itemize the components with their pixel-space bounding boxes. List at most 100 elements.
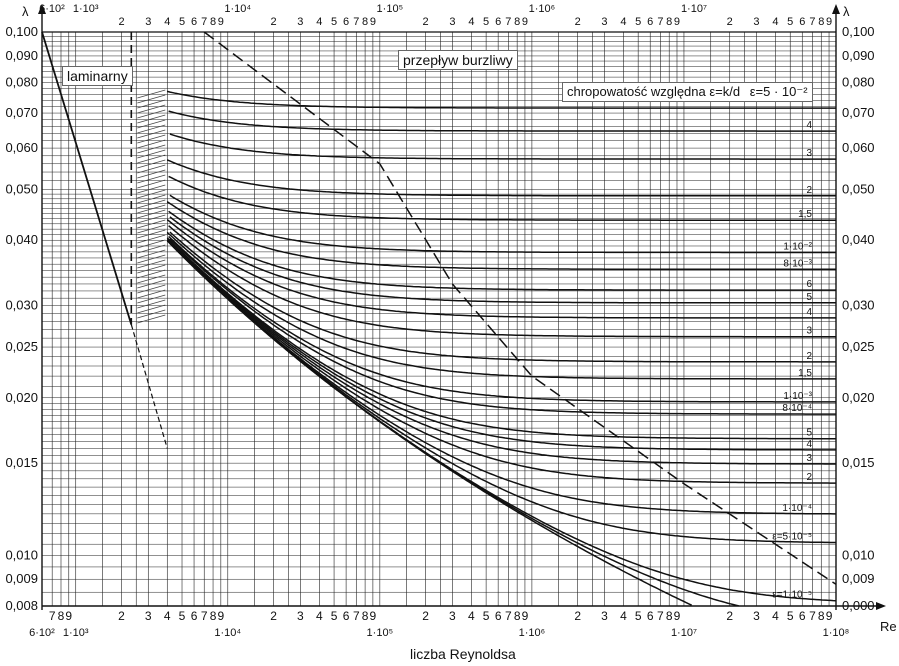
hatch-line [137, 104, 166, 114]
x-tick-label-top-minor: 6 [647, 16, 653, 28]
hatch-line [137, 124, 166, 134]
x-tick-label-top-minor: 5 [483, 16, 489, 28]
x-tick-label: 5 [179, 609, 186, 623]
x-tick-label-top-minor: 9 [674, 16, 680, 28]
x-tick-label: 7 [505, 609, 512, 623]
series-line [166, 237, 836, 440]
hatch-line [137, 274, 166, 284]
x-tick-label: 8 [210, 609, 217, 623]
hatch-line [137, 254, 166, 264]
series-line [169, 242, 693, 606]
x-tick-label-top-minor: 3 [753, 16, 759, 28]
x-tick-label: 6 [495, 609, 502, 623]
x-tick-label: 4 [316, 609, 323, 623]
x-tick-label-top-minor: 9 [522, 16, 528, 28]
series-label: 5 [806, 428, 812, 439]
series-label: 1,5 [798, 209, 812, 220]
hatch-line [137, 109, 166, 119]
series-line [169, 194, 836, 254]
y-tick-label-left: 0,050 [5, 182, 38, 197]
y-axis-arrow-right [832, 4, 840, 14]
x-tick-label-top-minor: 4 [772, 16, 778, 28]
hatch-line [137, 269, 166, 279]
x-tick-label-top-minor: 7 [201, 16, 207, 28]
y-tick-label-left: 0,080 [5, 75, 38, 90]
hatch-line [137, 304, 166, 314]
series-line [168, 110, 836, 132]
series-label: 3 [806, 453, 812, 464]
y-tick-label-left: 0,025 [5, 339, 38, 354]
x-tick-label: 6·10² [29, 627, 55, 639]
y-tick-label-right: 0,015 [842, 455, 875, 470]
x-tick-label-top: 1·10³ [73, 3, 99, 15]
series-line [168, 239, 836, 451]
hatch-line [137, 154, 166, 164]
x-tick-label-top-minor: 6 [799, 16, 805, 28]
series-label: 6 [806, 279, 812, 290]
hatch-line [137, 284, 166, 294]
hatch-line [137, 249, 166, 259]
hatch-line [137, 169, 166, 179]
hatch-line [137, 309, 166, 319]
series-label: 3 [806, 148, 812, 159]
x-tick-label-top-minor: 5 [179, 16, 185, 28]
series-line [166, 240, 837, 602]
series-label: 1·10⁻⁴ [782, 503, 812, 514]
series-line [169, 242, 836, 544]
x-tick-label: 9 [65, 609, 72, 623]
roughness-title-text: chropowatość względna ε=k/d [567, 84, 741, 99]
series-line [168, 235, 836, 403]
y-tick-label-left: 0,015 [5, 455, 38, 470]
series-line [167, 159, 836, 197]
x-tick-label: 9 [522, 609, 529, 623]
tick-labels: λ λ Re 0,100 0,100 0,090 0,090 0,080 0,080 0,070 0… [5, 3, 896, 639]
y-axis-title-left: λ [22, 4, 29, 19]
series-label: 8·10⁻³ [783, 258, 812, 269]
y-axis-title-right: λ [843, 4, 850, 19]
y-tick-label-left: 0,090 [5, 48, 38, 63]
x-tick-label: 8 [58, 609, 65, 623]
y-tick-label-left: 0,009 [5, 571, 38, 586]
laminar-line [41, 31, 133, 325]
y-tick-label-left: 0,010 [5, 547, 38, 562]
hatch-line [137, 184, 166, 194]
x-tick-label-top-minor: 8 [514, 16, 520, 28]
series-line [166, 239, 836, 484]
laminar-label: laminarny [62, 66, 133, 86]
hatch-line [137, 224, 166, 234]
y-tick-label-right: 0,090 [842, 48, 875, 63]
hatch-line [137, 219, 166, 229]
x-tick-label: 2 [270, 609, 277, 623]
x-tick-label: 5 [483, 609, 490, 623]
y-tick-label-right: 0,050 [842, 182, 875, 197]
roughness-first-label: ε=5 · 10⁻² [749, 84, 808, 99]
x-tick-label-top-minor: 8 [666, 16, 672, 28]
hatch-line [137, 289, 166, 299]
series-line [167, 90, 836, 109]
y-tick-label-right: 0,040 [842, 232, 875, 247]
x-axis-title: liczba Reynoldsa [410, 646, 516, 662]
series-label: ε=1·10⁻⁵ [772, 590, 812, 601]
hatch-line [137, 229, 166, 239]
laminar-extension [130, 324, 168, 449]
series-line [168, 240, 836, 515]
series-line [169, 241, 836, 465]
hatch-line [137, 294, 166, 304]
x-tick-label-top-minor: 3 [601, 16, 607, 28]
y-axis-arrow-left [38, 4, 46, 14]
series-lines [41, 31, 837, 607]
y-tick-label-right: 0,009 [842, 571, 875, 586]
x-axis-arrow [876, 602, 886, 610]
hatch-line [137, 149, 166, 159]
x-tick-label: 4 [772, 609, 779, 623]
x-tick-label: 1·10³ [63, 627, 89, 639]
hatch-line [137, 129, 166, 139]
x-tick-label: 2 [726, 609, 733, 623]
x-tick-label: 2 [118, 609, 125, 623]
series-line [168, 225, 836, 338]
series-label: 3 [806, 326, 812, 337]
series-label: 4 [806, 120, 812, 131]
x-tick-label-top-minor: 5 [635, 16, 641, 28]
y-tick-label-left: 0,070 [5, 105, 38, 120]
series-line [168, 175, 836, 221]
